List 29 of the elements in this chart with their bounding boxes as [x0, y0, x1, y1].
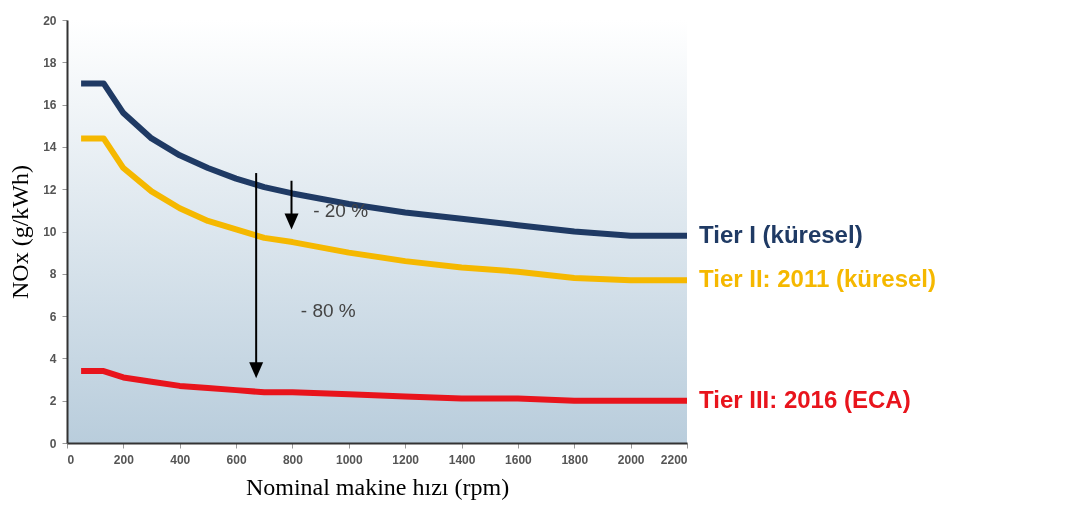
y-tick-label: 20	[43, 13, 57, 28]
x-tick-label: 400	[170, 452, 191, 467]
x-tick-label: 1000	[335, 452, 363, 467]
y-tick-label: 0	[49, 436, 57, 451]
series-label: Tier I (küresel)	[699, 220, 863, 248]
y-tick-label: 8	[49, 267, 57, 282]
y-tick-label: 2	[49, 394, 57, 409]
x-tick-label: 800	[282, 452, 304, 467]
x-tick-label: 2200	[660, 452, 688, 467]
y-tick-label: 18	[43, 55, 57, 70]
y-tick-label: 4	[49, 351, 57, 366]
series-label: Tier II: 2011 (küresel)	[699, 265, 937, 293]
y-tick-label: 10	[43, 225, 57, 239]
x-tick-label: 2000	[617, 452, 645, 467]
x-tick-label: 200	[113, 452, 135, 467]
y-tick-label: 12	[43, 182, 57, 197]
x-tick-label: 1800	[561, 452, 589, 467]
x-tick-label: 0	[67, 452, 75, 467]
annotation: - 80 %	[300, 300, 356, 322]
x-axis-title: Nominal makine hızı (rpm)	[245, 473, 510, 500]
x-tick-label: 1200	[392, 452, 420, 467]
series-label: Tier III: 2016 (ECA)	[699, 385, 911, 413]
y-axis-title: NOx (g/kWh)	[7, 165, 34, 299]
x-tick-label: 1400	[448, 452, 476, 467]
y-tick-label: 16	[43, 98, 57, 113]
x-tick-label: 1600	[505, 452, 533, 467]
x-tick-label: 600	[226, 452, 247, 467]
y-tick-label: 14	[43, 140, 57, 155]
y-tick-label: 6	[49, 309, 57, 324]
